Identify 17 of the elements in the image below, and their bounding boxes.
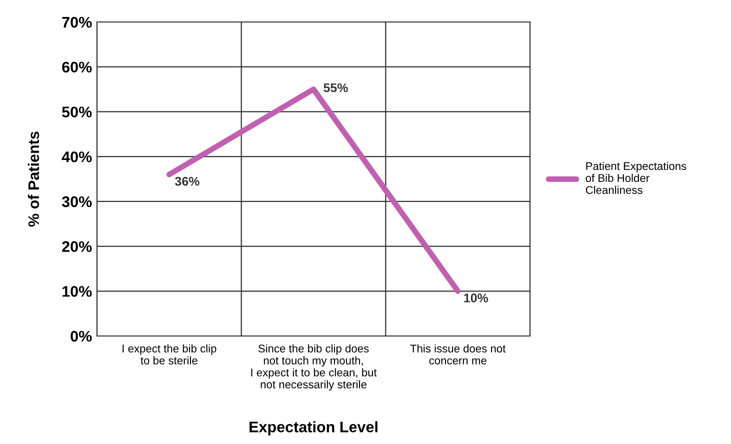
y-tick-label: 30% (62, 196, 92, 208)
x-axis-title: Expectation Level (250, 421, 378, 436)
x-tick-label: This issue does not concern me (410, 344, 506, 364)
y-tick-label: 70% (62, 16, 92, 28)
data-label: 10% (464, 294, 488, 302)
y-tick-label: 10% (62, 286, 92, 297)
y-tick-label: 0% (70, 330, 92, 342)
y-tick-label: 50% (62, 106, 92, 118)
data-label: 36% (175, 176, 200, 186)
data-label: 55% (324, 83, 348, 92)
y-tick-label: 20% (62, 241, 92, 252)
x-tick-label: Since the bib clip does not touch my mouth, I expect it to be clean, but not necessarily sterile (251, 344, 377, 391)
x-tick-label: I expect the bib clip to be sterile (122, 344, 216, 364)
legend-label: Patient Expectations of Bib Holder Cleanliness (586, 162, 686, 194)
y-tick-label: 40% (62, 151, 92, 162)
y-axis-title: % of Patients (28, 132, 40, 227)
y-tick-label: 60% (62, 62, 92, 73)
